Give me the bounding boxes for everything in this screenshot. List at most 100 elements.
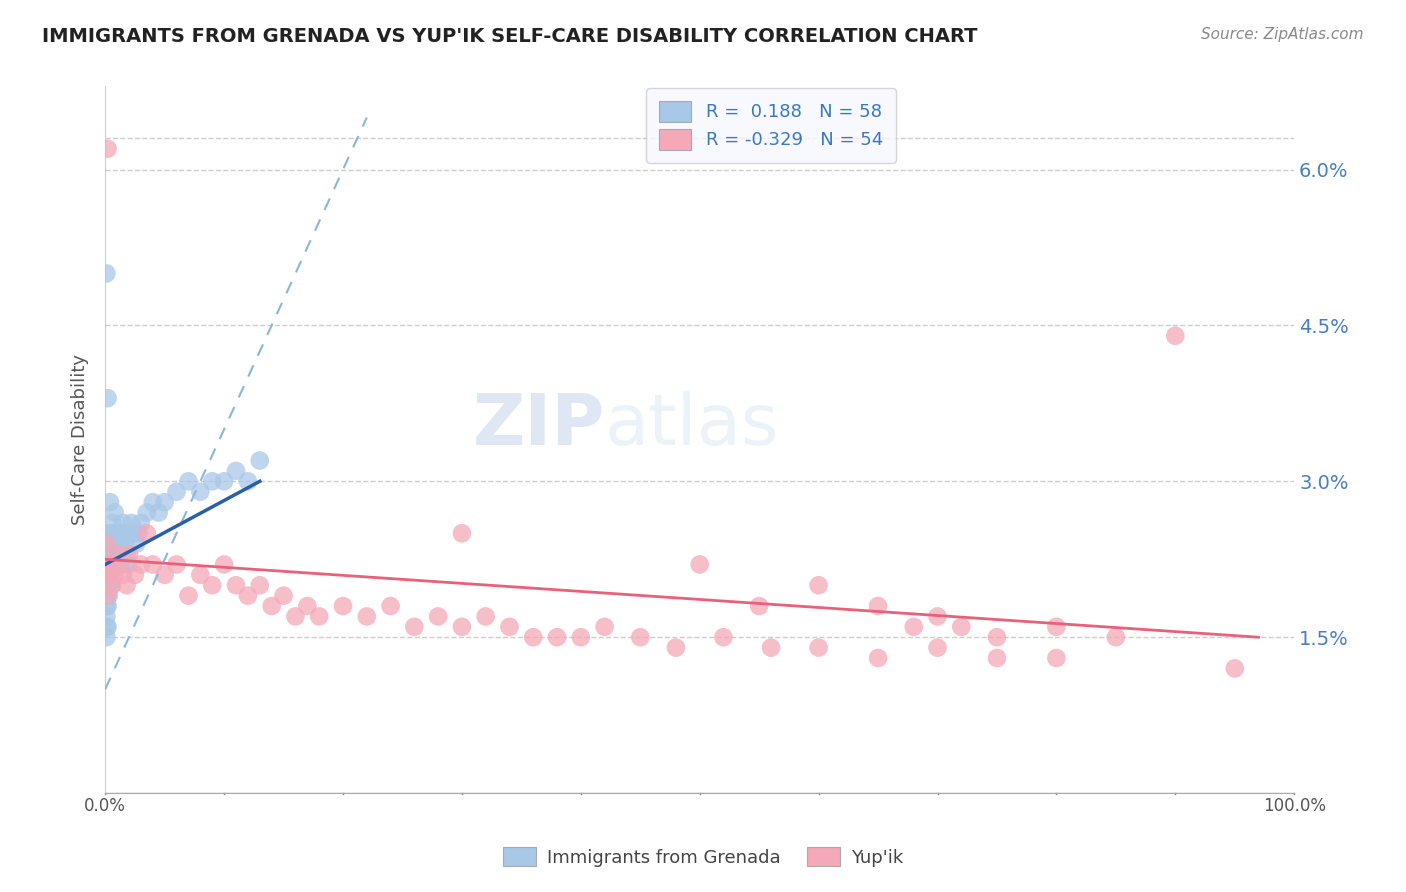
Point <box>97 578 120 592</box>
Point <box>108 526 131 541</box>
Text: 100.0%: 100.0% <box>1263 797 1326 814</box>
Point <box>986 651 1008 665</box>
Point <box>1164 328 1187 343</box>
Point <box>96 558 118 572</box>
Point <box>356 609 378 624</box>
Legend: R =  0.188   N = 58, R = -0.329   N = 54: R = 0.188 N = 58, R = -0.329 N = 54 <box>647 88 896 162</box>
Point <box>1223 661 1246 675</box>
Point <box>903 620 925 634</box>
Point <box>628 630 651 644</box>
Text: Source: ZipAtlas.com: Source: ZipAtlas.com <box>1201 27 1364 42</box>
Point <box>188 567 211 582</box>
Point <box>986 630 1008 644</box>
Point <box>108 558 131 572</box>
Point <box>101 578 124 592</box>
Point <box>97 558 120 572</box>
Point <box>97 567 120 582</box>
Point <box>97 547 120 561</box>
Point <box>122 526 145 541</box>
Point <box>546 630 568 644</box>
Point <box>118 547 141 561</box>
Point <box>97 142 120 156</box>
Point <box>148 506 170 520</box>
Point <box>114 537 136 551</box>
Point <box>129 558 152 572</box>
Point <box>96 267 118 281</box>
Point <box>97 599 120 613</box>
Point <box>105 537 128 551</box>
Point <box>118 526 141 541</box>
Point <box>135 526 157 541</box>
Point <box>98 558 121 572</box>
Point <box>297 599 319 613</box>
Point <box>125 537 148 551</box>
Point <box>665 640 688 655</box>
Point <box>201 475 224 489</box>
Point <box>260 599 283 613</box>
Point <box>308 609 330 624</box>
Point <box>212 475 235 489</box>
Point <box>1045 651 1067 665</box>
Point <box>249 453 271 467</box>
Point <box>97 526 120 541</box>
Point <box>98 495 121 509</box>
Point <box>868 651 890 665</box>
Point <box>759 640 782 655</box>
Point <box>249 578 271 592</box>
Point <box>112 526 135 541</box>
Point <box>236 475 259 489</box>
Point <box>96 537 118 551</box>
Point <box>166 484 188 499</box>
Point <box>112 516 135 530</box>
Point <box>124 567 146 582</box>
Point <box>128 526 150 541</box>
Point <box>273 589 295 603</box>
Point <box>97 567 120 582</box>
Point <box>451 620 474 634</box>
Point <box>96 630 118 644</box>
Point <box>103 526 125 541</box>
Point <box>101 516 124 530</box>
Point <box>104 558 127 572</box>
Legend: Immigrants from Grenada, Yup'ik: Immigrants from Grenada, Yup'ik <box>496 840 910 874</box>
Point <box>927 609 949 624</box>
Point <box>100 558 122 572</box>
Point <box>96 620 118 634</box>
Point <box>225 464 247 478</box>
Point <box>927 640 949 655</box>
Text: IMMIGRANTS FROM GRENADA VS YUP'IK SELF-CARE DISABILITY CORRELATION CHART: IMMIGRANTS FROM GRENADA VS YUP'IK SELF-C… <box>42 27 977 45</box>
Point <box>97 558 120 572</box>
Point <box>96 578 118 592</box>
Point <box>807 578 830 592</box>
Point <box>332 599 354 613</box>
Point <box>380 599 402 613</box>
Point <box>98 567 121 582</box>
Point <box>96 567 118 582</box>
Point <box>177 475 200 489</box>
Point <box>522 630 544 644</box>
Point <box>474 609 496 624</box>
Point <box>107 547 129 561</box>
Point <box>100 558 122 572</box>
Point <box>201 578 224 592</box>
Point <box>166 558 188 572</box>
Point <box>188 484 211 499</box>
Point <box>97 589 120 603</box>
Point <box>96 567 118 582</box>
Point <box>97 589 120 603</box>
Point <box>142 558 165 572</box>
Point <box>117 558 139 572</box>
Point <box>96 599 118 613</box>
Point <box>153 567 176 582</box>
Point <box>115 547 138 561</box>
Point <box>284 609 307 624</box>
Point <box>713 630 735 644</box>
Point <box>96 609 118 624</box>
Point <box>120 516 142 530</box>
Point <box>104 506 127 520</box>
Point <box>807 640 830 655</box>
Point <box>104 567 127 582</box>
Point <box>110 537 132 551</box>
Point <box>111 558 134 572</box>
Text: atlas: atlas <box>605 391 779 460</box>
